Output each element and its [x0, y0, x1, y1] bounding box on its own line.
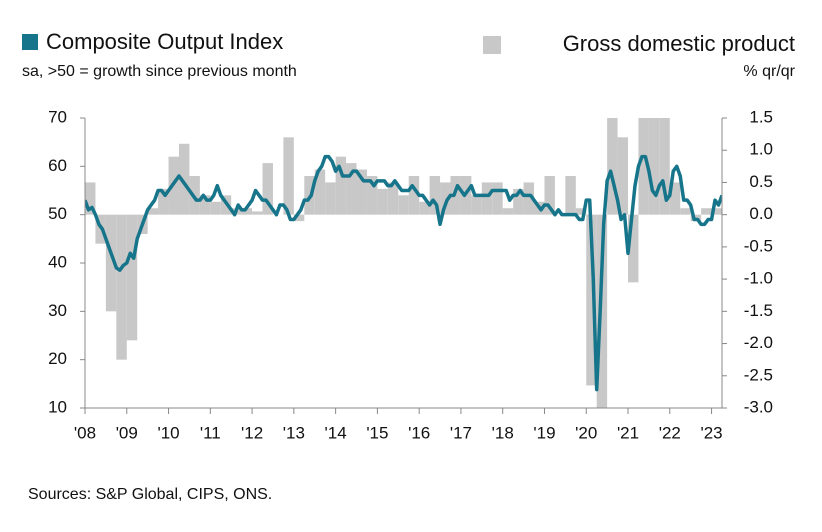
gdp-bar: [471, 195, 482, 215]
gdp-bar: [523, 182, 535, 215]
gdp-bar: [126, 214, 138, 341]
gdp-bar: [116, 214, 127, 360]
x-tick-label: '19: [533, 423, 555, 442]
gdp-bar: [648, 118, 660, 215]
gdp-bar: [586, 214, 597, 386]
plot-area: [85, 118, 722, 408]
x-tick-label: '16: [408, 423, 430, 442]
x-tick-label: '08: [74, 423, 96, 442]
gdp-bar: [366, 176, 378, 215]
y2-tick-label: -0.5: [744, 236, 773, 255]
gdp-bar: [178, 143, 190, 215]
gdp-bar: [147, 208, 159, 215]
x-tick-label: '17: [450, 423, 472, 442]
y2-tick-label: 0.5: [749, 172, 773, 191]
gdp-bar: [617, 137, 629, 215]
x-tick-label: '21: [617, 423, 639, 442]
y2-tick-label: 0.0: [749, 204, 773, 223]
index-line: [85, 154, 722, 392]
y2-tick-label: -2.5: [744, 365, 773, 384]
x-tick-label: '12: [241, 423, 263, 442]
subtitle: sa, >50 = growth since previous month: [22, 63, 297, 80]
x-tick-label: '09: [116, 423, 138, 442]
gdp-bar: [544, 176, 555, 215]
legend-label: Composite Output Index: [46, 29, 283, 54]
gdp-bar: [565, 176, 576, 215]
source: Sources: S&P Global, CIPS, ONS.: [28, 486, 272, 503]
y2-tick-label: -3.0: [744, 397, 773, 416]
gdp-bar: [314, 169, 326, 215]
gdp-bar: [513, 188, 524, 215]
x-tick-label: '10: [157, 423, 179, 442]
gdp-bar: [346, 163, 357, 215]
y2-tick-label: -1.0: [744, 269, 773, 288]
y-tick-label: 40: [48, 252, 67, 271]
x-tick-label: '15: [366, 423, 388, 442]
gdp-bar: [680, 208, 691, 215]
x-tick-label: '18: [492, 423, 514, 442]
gdp-bar: [241, 208, 253, 215]
gdp-bar: [575, 208, 587, 215]
gdp-bar: [398, 195, 409, 215]
x-tick-label: '20: [575, 423, 597, 442]
gdp-bar: [335, 156, 347, 215]
gdp-bar: [701, 208, 712, 215]
gdp-bar: [105, 214, 117, 312]
y2-tick-label: -2.0: [744, 333, 773, 352]
gdp-bar: [638, 118, 649, 215]
x-tick-label: '14: [325, 423, 347, 442]
x-tick-label: '22: [659, 423, 681, 442]
y2-tick-label: 1.5: [749, 107, 773, 126]
x-tick-label: '13: [283, 423, 305, 442]
gdp-bar: [492, 182, 503, 215]
gdp-bar: [199, 195, 211, 215]
gdp-bar: [607, 118, 618, 215]
y2-tick-label: 1.0: [749, 140, 773, 159]
gdp-bar: [408, 176, 420, 215]
gdp-bar: [440, 182, 451, 215]
legend-label: Gross domestic product: [563, 31, 795, 56]
y2-axis-label: % qr/qr: [743, 63, 795, 80]
gdp-bar: [377, 188, 388, 215]
gdp-bar: [210, 201, 221, 215]
gdp-bar: [283, 137, 294, 215]
gdp-bar: [429, 176, 441, 215]
gdp-bar: [669, 182, 681, 215]
gdp-bar: [158, 188, 169, 215]
x-tick-label: '23: [700, 423, 722, 442]
gdp-bar: [252, 211, 263, 215]
gdp-bar: [502, 208, 514, 215]
gdp-bar: [325, 182, 336, 215]
gdp-bar: [356, 169, 367, 215]
gdp-bar: [387, 182, 399, 215]
y2-tick-label: -1.5: [744, 301, 773, 320]
gdp-bar: [659, 118, 670, 215]
legend-swatch-gdp: [483, 36, 501, 54]
y-tick-label: 10: [48, 397, 67, 416]
gdp-bar: [711, 208, 722, 215]
y-tick-label: 20: [48, 349, 67, 368]
y-tick-label: 30: [48, 301, 67, 320]
gdp-bar: [481, 182, 493, 215]
y-tick-label: 50: [48, 204, 67, 223]
gdp-bar: [85, 182, 96, 215]
legend-swatch-index: [22, 34, 38, 50]
gdp-bar: [293, 214, 305, 222]
x-tick-label: '11: [200, 423, 221, 442]
y-tick-label: 70: [48, 107, 67, 126]
gdp-bar: [628, 214, 639, 283]
y-tick-label: 60: [48, 156, 67, 175]
gdp-bar: [419, 201, 430, 215]
gdp-bar: [262, 163, 273, 215]
